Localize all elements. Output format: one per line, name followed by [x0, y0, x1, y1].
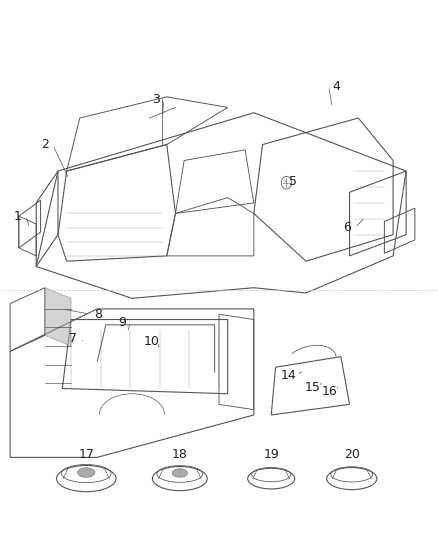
Text: 19: 19 [263, 448, 279, 461]
Polygon shape [45, 288, 71, 346]
Text: 4: 4 [332, 80, 340, 93]
Text: 3: 3 [152, 93, 160, 106]
Text: 8: 8 [94, 308, 102, 321]
Ellipse shape [78, 468, 95, 478]
Text: 2: 2 [41, 138, 49, 151]
Text: 1: 1 [14, 209, 22, 223]
Text: 10: 10 [144, 335, 159, 348]
Text: 15: 15 [305, 381, 321, 394]
Text: 20: 20 [344, 448, 360, 461]
Text: 16: 16 [322, 385, 338, 398]
Text: 17: 17 [78, 448, 94, 461]
Ellipse shape [172, 469, 187, 477]
Text: 5: 5 [289, 175, 297, 188]
Text: 7: 7 [69, 332, 77, 344]
Text: 6: 6 [343, 221, 351, 235]
Text: 18: 18 [172, 448, 188, 461]
Text: 9: 9 [118, 316, 126, 329]
Text: 14: 14 [281, 369, 297, 382]
